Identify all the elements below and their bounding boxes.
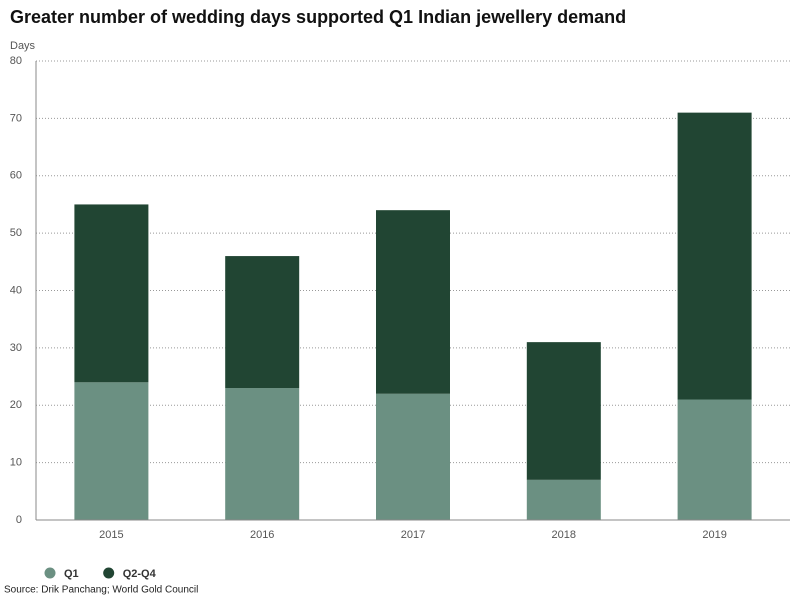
bar-segment (74, 204, 149, 383)
bar-segment (677, 112, 752, 400)
x-tick-label: 2018 (552, 529, 576, 541)
legend-label: Q1 (64, 568, 79, 580)
y-tick-label: 20 (10, 399, 22, 411)
y-tick-label: 60 (10, 170, 22, 182)
bar-segment (74, 382, 149, 520)
y-tick-label: 80 (10, 55, 22, 67)
bar-segment (376, 210, 450, 394)
bar-segment (225, 256, 300, 389)
bar-segment (526, 342, 601, 480)
bar-segment (677, 399, 752, 520)
legend-marker (44, 567, 56, 579)
y-axis-label: Days (10, 40, 36, 52)
y-tick-label: 30 (10, 342, 22, 354)
bar-segment (376, 393, 450, 520)
chart-title: Greater number of wedding days supported… (10, 7, 626, 27)
legend-label: Q2-Q4 (123, 568, 157, 580)
x-tick-label: 2015 (99, 529, 123, 541)
x-tick-label: 2016 (250, 529, 274, 541)
y-tick-label: 10 (10, 457, 22, 469)
y-tick-label: 40 (10, 284, 22, 296)
bar-segment (526, 479, 601, 520)
legend-marker (103, 567, 115, 579)
y-tick-label: 70 (10, 112, 22, 124)
y-tick-label: 0 (16, 514, 22, 526)
bar-segment (225, 388, 300, 520)
source: Source: Drik Panchang; World Gold Counci… (4, 585, 198, 596)
y-tick-label: 50 (10, 227, 22, 239)
x-tick-label: 2017 (401, 529, 425, 541)
x-tick-label: 2019 (702, 529, 726, 541)
